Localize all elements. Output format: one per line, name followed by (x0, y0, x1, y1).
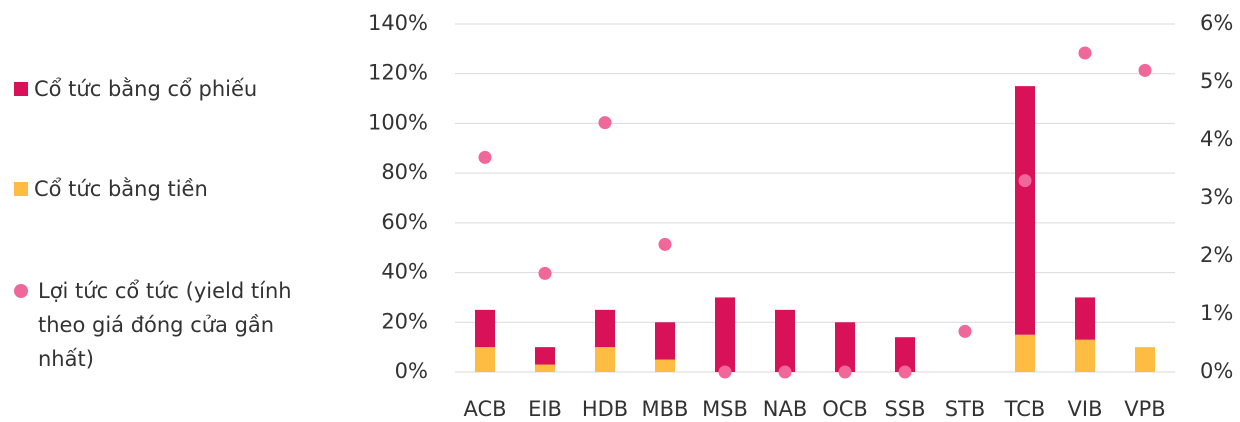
yield-dot (898, 365, 912, 379)
yield-dot (598, 116, 612, 130)
legend-item: Lợi tức cổ tức (yield tính theo giá đóng… (14, 274, 334, 376)
yield-dot (1018, 174, 1032, 188)
bar-segment (895, 337, 915, 372)
x-tick-label: STB (945, 397, 986, 421)
bar-segment (475, 309, 495, 348)
bar-segment (655, 359, 675, 372)
yield-dot (778, 365, 792, 379)
bar-segment (1075, 297, 1095, 340)
bar-segment (535, 347, 555, 365)
legend-item: Cổ tức bằng tiền (14, 172, 344, 206)
x-tick-label: ACB (463, 397, 506, 421)
y-tick-label: 140% (368, 11, 428, 35)
y-tick-label: 100% (368, 110, 428, 134)
x-tick-label: NAB (763, 397, 807, 421)
y-tick-label: 60% (381, 210, 428, 234)
legend-swatch (14, 284, 28, 298)
yield-dot (478, 150, 492, 164)
y2-tick-label: 2% (1200, 243, 1233, 267)
x-tick-label: VIB (1068, 397, 1103, 421)
bar-segment (1075, 339, 1095, 372)
y-tick-label: 40% (381, 260, 428, 284)
x-tick-label: VPB (1124, 397, 1165, 421)
bar-segment (595, 347, 615, 372)
bar-segment (475, 347, 495, 372)
bar-segment (1015, 334, 1035, 372)
bar-segment (1015, 86, 1035, 335)
bar-segment (715, 297, 735, 372)
legend-label: Cổ tức bằng cổ phiếu (34, 77, 258, 101)
x-tick-label: OCB (822, 397, 868, 421)
bar-segment (775, 309, 795, 372)
yield-dot (838, 365, 852, 379)
x-tick-label: EIB (528, 397, 562, 421)
x-tick-label: MSB (702, 397, 748, 421)
bar-segment (835, 322, 855, 372)
x-tick-label: SSB (884, 397, 925, 421)
bar-segment (1135, 347, 1155, 372)
y-tick-label: 0% (395, 359, 428, 383)
yield-dot (958, 324, 972, 338)
y2-tick-label: 4% (1200, 127, 1233, 151)
legend-swatch (14, 82, 28, 96)
legend-label: Cổ tức bằng tiền (34, 177, 208, 201)
x-tick-label: TCB (1004, 397, 1046, 421)
legend-label: Lợi tức cổ tức (yield tính theo giá đóng… (38, 279, 292, 371)
y2-tick-label: 5% (1200, 69, 1233, 93)
x-tick-label: HDB (582, 397, 628, 421)
y-tick-label: 20% (381, 309, 428, 333)
x-tick-label: MBB (642, 397, 689, 421)
y2-tick-label: 1% (1200, 301, 1233, 325)
legend-item: Cổ tức bằng cổ phiếu (14, 72, 344, 106)
y2-tick-label: 3% (1200, 185, 1233, 209)
legend-swatch (14, 182, 28, 196)
yield-dot (1138, 63, 1152, 77)
yield-dot (1078, 46, 1092, 60)
y2-tick-label: 6% (1200, 11, 1233, 35)
y-tick-label: 120% (368, 61, 428, 85)
bar-segment (655, 322, 675, 360)
yield-dot (718, 365, 732, 379)
y-tick-label: 80% (381, 160, 428, 184)
y2-tick-label: 0% (1200, 359, 1233, 383)
bar-segment (595, 309, 615, 348)
yield-dot (538, 266, 552, 280)
yield-dot (658, 237, 672, 251)
bar-segment (535, 364, 555, 372)
